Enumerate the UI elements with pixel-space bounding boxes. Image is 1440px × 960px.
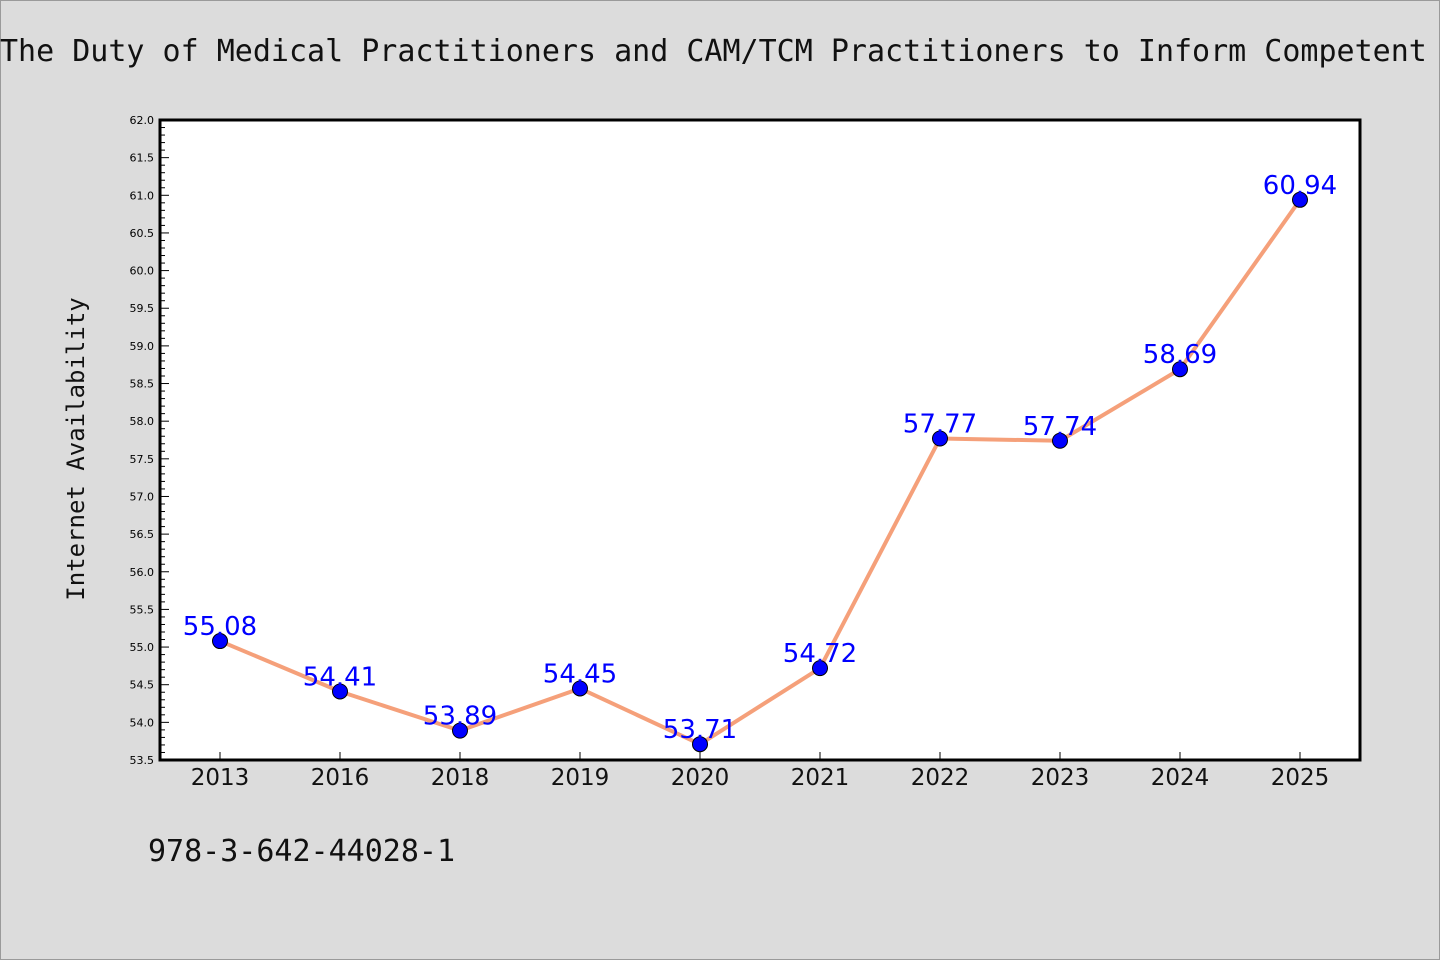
x-tick-label: 2016 <box>311 765 370 791</box>
series-line <box>219 198 1302 747</box>
data-label: 53.71 <box>663 715 737 745</box>
x-tick-label: 2018 <box>431 765 490 791</box>
x-tick-label: 2023 <box>1031 765 1090 791</box>
chart-title: The Duty of Medical Practitioners and CA… <box>0 34 1427 69</box>
data-label: 57.77 <box>903 409 977 439</box>
x-tick-label: 2022 <box>911 765 970 791</box>
y-tick-label: 62.0 <box>130 114 155 127</box>
series-group: 55.08 54.41 53.89 54.45 53.71 54.72 57.77 57.74… <box>183 171 1337 753</box>
data-label: 57.74 <box>1023 412 1097 442</box>
data-label: 54.41 <box>303 662 377 692</box>
y-tick-label: 60.0 <box>130 265 155 278</box>
y-tick-label: 54.0 <box>130 716 155 729</box>
y-tick-label: 57.5 <box>130 453 155 466</box>
y-tick-label: 56.5 <box>130 528 155 541</box>
data-point <box>812 660 828 677</box>
data-label: 60.94 <box>1263 171 1337 201</box>
plot-area <box>158 118 1362 762</box>
data-point <box>692 736 708 753</box>
footer-code: 978-3-642-44028-1 <box>148 834 456 869</box>
data-point <box>452 722 468 739</box>
x-axis-ticks: 2013 2016 2018 2019 2020 2021 2022 2023 2024 2025 <box>191 752 1330 791</box>
y-tick-label: 55.5 <box>130 603 155 616</box>
data-point <box>212 633 228 650</box>
y-tick-label: 61.5 <box>130 152 155 165</box>
data-label: 54.72 <box>783 639 857 669</box>
y-tick-label: 56.0 <box>130 566 155 579</box>
y-tick-label: 59.5 <box>130 302 155 315</box>
y-tick-label: 61.0 <box>130 189 155 202</box>
x-tick-label: 2019 <box>551 765 610 791</box>
y-tick-label: 55.0 <box>130 641 155 654</box>
data-label: 53.89 <box>423 702 497 732</box>
data-point <box>932 430 948 447</box>
y-tick-label: 58.5 <box>130 378 155 391</box>
y-tick-label: 60.5 <box>130 227 155 240</box>
data-point <box>572 680 588 697</box>
y-tick-label: 58.0 <box>130 415 155 428</box>
x-tick-label: 2020 <box>671 765 730 791</box>
data-point <box>332 683 348 700</box>
x-tick-label: 2024 <box>1151 765 1210 791</box>
y-tick-label: 59.0 <box>130 340 155 353</box>
x-tick-label: 2021 <box>791 765 850 791</box>
x-tick-label: 2013 <box>191 765 250 791</box>
data-label: 55.08 <box>183 612 257 642</box>
data-point <box>1292 191 1308 208</box>
y-tick-label: 53.5 <box>130 754 155 767</box>
y-axis-ticks: 53.5 54.0 54.5 55.0 55.5 56.0 56.5 57.0 57.5 58.0… <box>130 114 169 767</box>
y-tick-label: 57.0 <box>130 490 155 503</box>
data-label: 58.69 <box>1143 340 1217 370</box>
y-tick-label: 54.5 <box>130 679 155 692</box>
data-point <box>1052 432 1068 449</box>
x-tick-label: 2025 <box>1271 765 1330 791</box>
data-point <box>1172 361 1188 378</box>
y-axis-label: Internet Availability <box>62 297 90 600</box>
data-label: 54.45 <box>543 659 617 689</box>
